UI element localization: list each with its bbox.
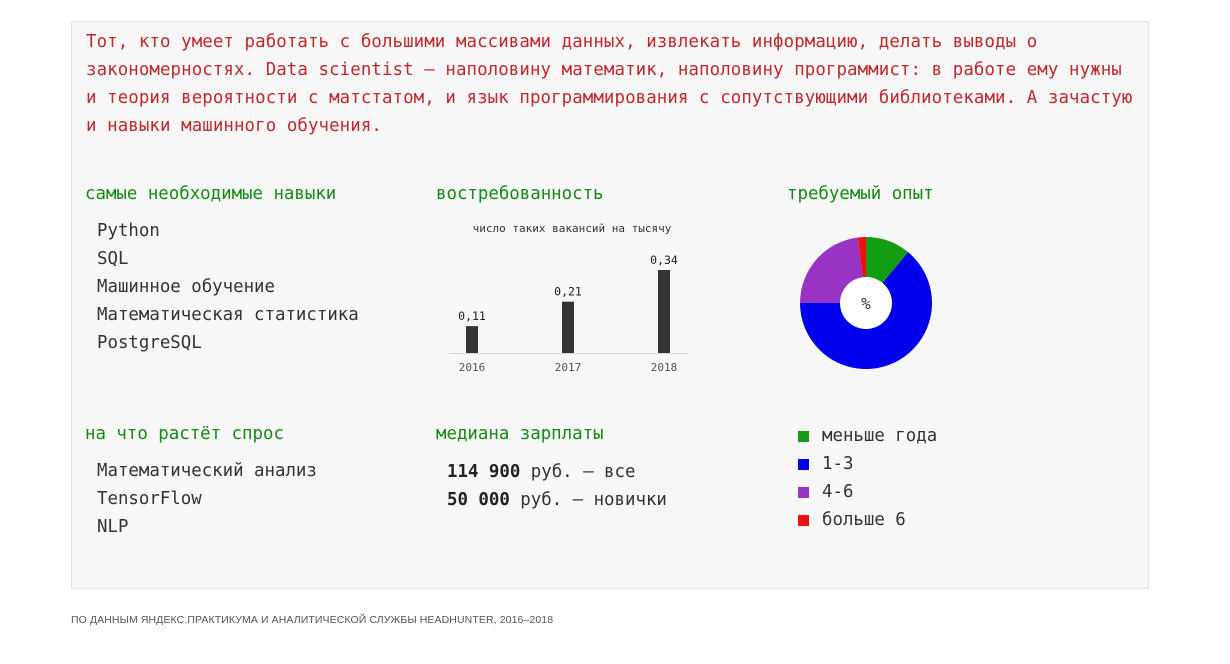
legend-label: 1-3 [822,454,854,474]
x-tick-label: 2016 [459,361,486,374]
legend-swatch [798,458,809,470]
bar-value-label: 0,11 [458,309,486,323]
legend-label: больше 6 [822,510,906,530]
bar [466,326,478,353]
legend-swatch [798,514,809,526]
bar [562,301,574,353]
salary-heading: медиана зарплаты [436,424,604,444]
intro-text: Тот, кто умеет работать с большими масси… [86,32,1133,136]
legend-item: 1-3 [798,450,937,478]
bar-value-label: 0,21 [554,285,582,299]
demand-bar-chart: число таких вакансий на тысячу 0,11 2016 0,… [449,222,688,374]
list-item: SQL [97,249,129,269]
chart-subtitle: число таких вакансий на тысячу [473,222,672,235]
legend-label: 4-6 [822,482,854,502]
experience-donut-chart: % [800,237,932,369]
demand-heading: востребованность [436,184,604,204]
growth-list: Математический анализ TensorFlow NLP [97,457,317,541]
salary-value: 50 000 [447,490,510,510]
salary-row-all: 114 900 руб. — все [447,458,667,486]
vacancy-card: Тот, кто умеет работать с большими масси… [71,21,1149,589]
donut-hole [840,277,892,329]
list-item: Математическая статистика [97,305,359,325]
salary-list: 114 900 руб. — все 50 000 руб. — новички [447,458,667,514]
list-item: Машинное обучение [97,277,275,297]
experience-legend: меньше года 1-3 4-6 больше 6 [798,422,937,534]
donut-center-label: % [861,294,871,313]
growth-heading: на что растёт спрос [85,424,284,444]
salary-row-newbies: 50 000 руб. — новички [447,486,667,514]
skills-heading: самые необходимые навыки [85,184,337,204]
legend-item: 4-6 [798,478,937,506]
list-item: PostgreSQL [97,333,202,353]
salary-value: 114 900 [447,462,521,482]
x-tick-label: 2018 [651,361,678,374]
legend-swatch [798,430,809,442]
legend-item: больше 6 [798,506,937,534]
salary-label: руб. — все [520,462,636,482]
experience-heading: требуемый опыт [787,184,934,204]
legend-swatch [798,486,809,498]
legend-label: меньше года [822,426,938,446]
bar [658,270,670,353]
list-item: Python [97,221,160,241]
list-item: NLP [97,517,129,537]
skills-list: Python SQL Машинное обучение Математичес… [97,217,359,357]
x-tick-label: 2017 [555,361,582,374]
list-item: TensorFlow [97,489,202,509]
salary-label: руб. — новички [509,490,667,510]
source-note: ПО ДАННЫМ ЯНДЕКС.ПРАКТИКУМА И АНАЛИТИЧЕС… [71,614,554,626]
legend-item: меньше года [798,422,937,450]
list-item: Математический анализ [97,461,317,481]
bar-value-label: 0,34 [650,253,678,267]
